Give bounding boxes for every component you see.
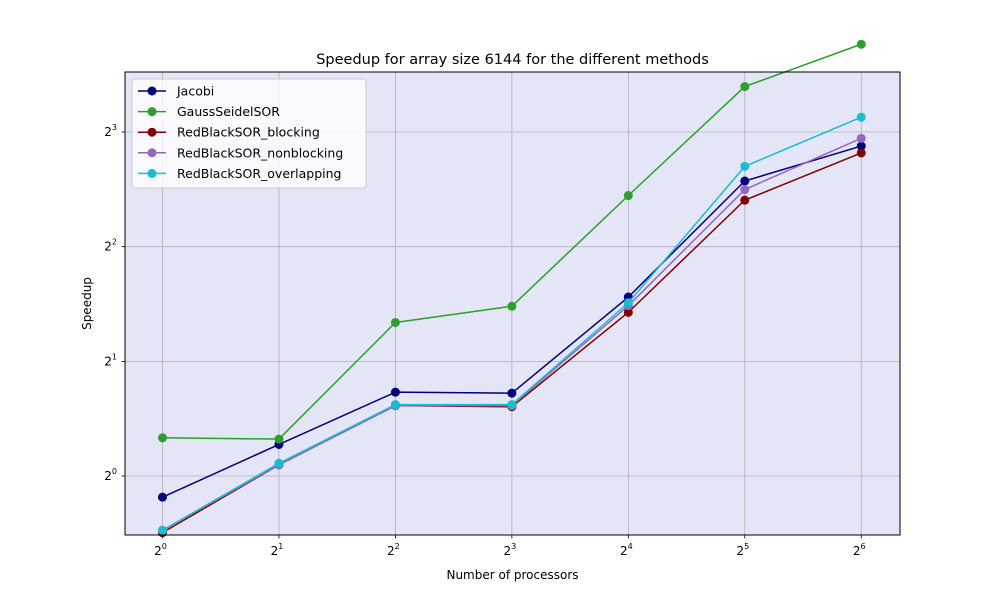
x-axis-label: Number of processors <box>446 568 578 582</box>
data-point <box>623 307 633 317</box>
data-point <box>856 133 866 143</box>
legend-marker <box>147 107 157 117</box>
grid <box>125 72 900 535</box>
series-gaussseidelsor <box>157 39 866 444</box>
legend-label: RedBlackSOR_nonblocking <box>177 145 343 160</box>
legend-item: RedBlackSOR_blocking <box>138 125 320 140</box>
data-point <box>157 492 167 502</box>
x-tick-label: 20 <box>154 542 167 558</box>
x-tick-label: 23 <box>504 542 517 558</box>
data-point <box>274 434 284 444</box>
legend-label: RedBlackSOR_overlapping <box>177 166 341 181</box>
legend-marker <box>147 148 157 158</box>
data-point <box>157 433 167 443</box>
data-point <box>623 298 633 308</box>
ticks: 20 21 22 23 24 25 26 20 21 22 23 <box>104 123 865 558</box>
legend: Jacobi GaussSeidelSOR RedBlackSOR_blocking… <box>131 78 367 189</box>
data-point <box>507 400 517 410</box>
legend-item: Jacobi <box>138 84 214 99</box>
x-tick-label: 25 <box>736 542 749 558</box>
y-tick-label: 21 <box>104 352 117 368</box>
data-point <box>740 195 750 205</box>
data-point <box>390 400 400 410</box>
data-point <box>740 176 750 186</box>
legend-item: RedBlackSOR_overlapping <box>138 166 341 181</box>
legend-marker <box>147 86 157 96</box>
legend-label: RedBlackSOR_blocking <box>177 125 320 140</box>
data-point <box>623 191 633 201</box>
data-point <box>390 387 400 397</box>
data-point <box>507 388 517 398</box>
series-layer <box>157 39 866 538</box>
legend-item: RedBlackSOR_nonblocking <box>138 145 343 160</box>
data-point <box>274 458 284 468</box>
data-point <box>740 161 750 171</box>
chart-title: Speedup for array size 6144 for the diff… <box>316 52 709 68</box>
data-point <box>856 141 866 151</box>
x-tick-label: 24 <box>620 542 633 558</box>
data-point <box>507 301 517 311</box>
series-redblacksor-overlapping <box>157 112 866 535</box>
data-point <box>740 82 750 92</box>
legend-marker <box>147 127 157 137</box>
legend-box <box>131 78 367 189</box>
data-point <box>390 317 400 327</box>
plot-frame <box>124 71 901 536</box>
y-tick-label: 22 <box>104 238 117 254</box>
x-tick-label: 22 <box>387 542 400 558</box>
data-point <box>856 112 866 122</box>
y-axis-label: Speedup <box>80 277 94 330</box>
legend-marker <box>147 168 157 178</box>
x-tick-label: 26 <box>853 542 866 558</box>
data-point <box>157 525 167 535</box>
data-point <box>856 39 866 49</box>
y-tick-label: 23 <box>104 123 117 139</box>
data-point <box>740 185 750 195</box>
data-point <box>856 148 866 158</box>
y-tick-label: 20 <box>104 467 117 483</box>
legend-item: GaussSeidelSOR <box>138 104 280 119</box>
x-tick-label: 21 <box>271 542 284 558</box>
legend-label: Jacobi <box>176 84 214 99</box>
legend-label: GaussSeidelSOR <box>177 104 280 119</box>
